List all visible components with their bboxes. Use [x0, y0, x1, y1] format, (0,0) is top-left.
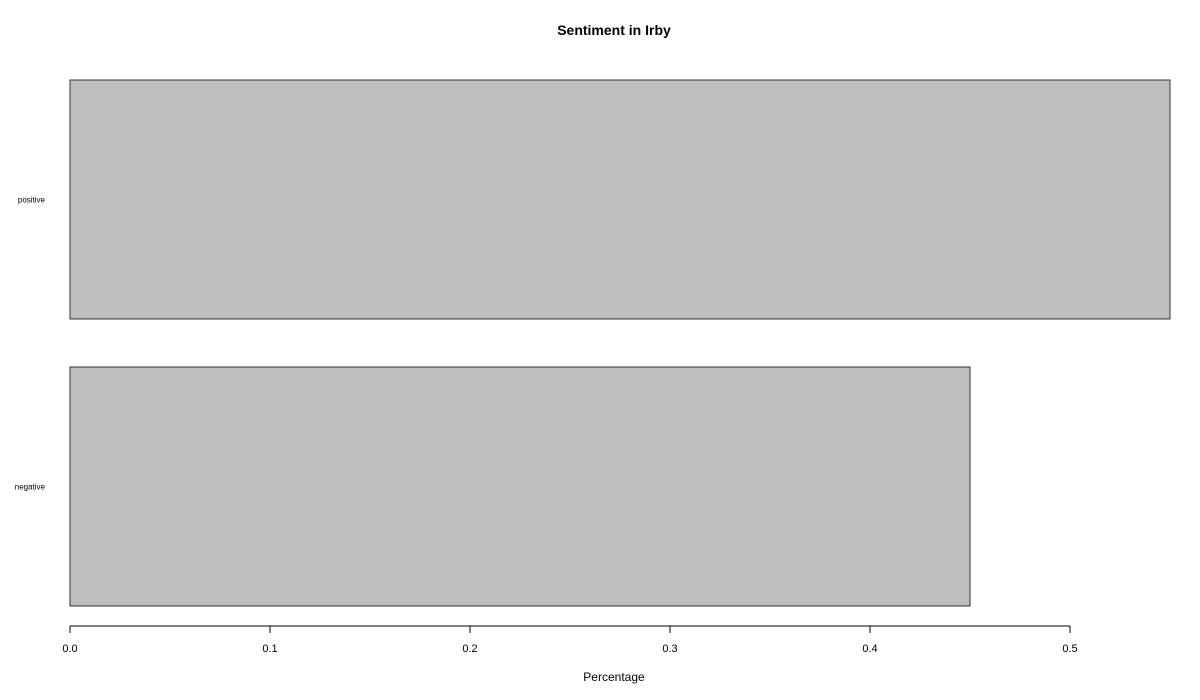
x-tick-label: 0.4 [862, 643, 877, 655]
x-axis-label: Percentage [583, 670, 645, 684]
x-tick-label: 0.2 [462, 643, 477, 655]
x-tick-label: 0.5 [1062, 643, 1077, 655]
x-tick-label: 0.1 [262, 643, 277, 655]
category-label-negative: negative [15, 483, 46, 492]
x-axis: 0.0 0.1 0.2 0.3 0.4 0.5 [62, 625, 1078, 655]
bars-group [69, 79, 1171, 607]
bar-positive [69, 79, 1171, 320]
chart-title: Sentiment in Irby [557, 22, 671, 38]
category-labels: positive negative [15, 196, 46, 492]
bar-negative [69, 366, 971, 607]
x-tick-label: 0.3 [662, 643, 677, 655]
x-tick-label: 0.0 [62, 643, 77, 655]
category-label-positive: positive [18, 196, 46, 205]
